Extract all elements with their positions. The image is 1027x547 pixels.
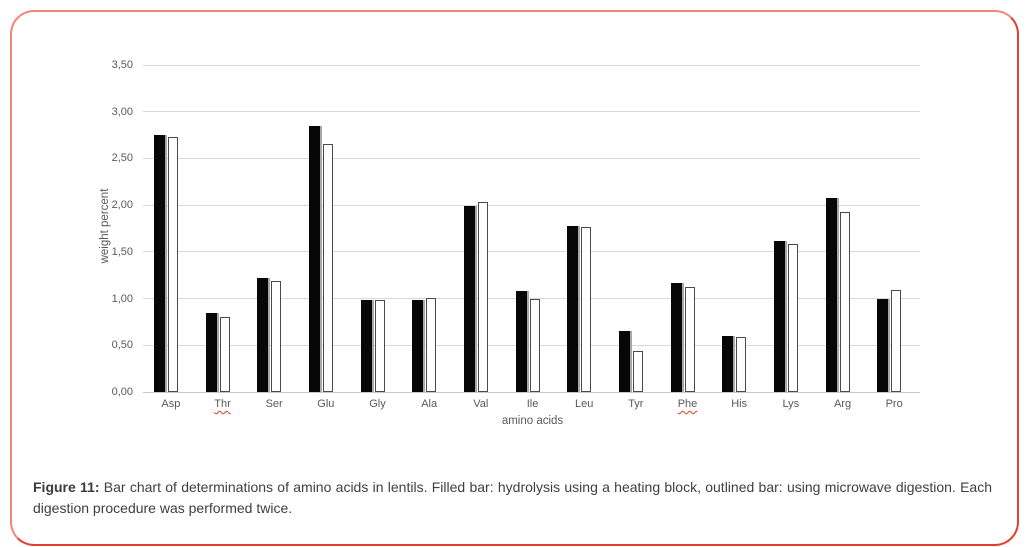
x-tick-glu: Glu [317,398,335,410]
gridline-3,00 [143,111,920,113]
x-tick-cell-leu: Leu [558,398,610,410]
bar-filled-glu [308,125,322,392]
x-tick-cell-pro: Pro [868,398,920,410]
bar-outlined-his [736,336,747,392]
bar-group-phe [670,282,695,392]
y-tick-3,50: 3,50 [111,59,133,71]
x-tick-cell-gly: Gly [352,398,404,410]
bar-group-val [463,202,488,392]
bar-group-pro [877,290,902,392]
x-tick-cell-ser: Ser [248,398,300,410]
bar-filled-arg [825,197,839,392]
bar-chart-plot-area [143,64,920,393]
x-tick-val: Val [473,398,489,410]
bar-group-his [722,335,747,392]
x-tick-cell-asp: Asp [145,398,197,410]
bar-filled-tyr [618,331,632,392]
bar-group-thr [205,312,230,392]
x-tick-cell-tyr: Tyr [610,398,662,410]
bar-outlined-arg [839,211,850,392]
bar-group-tyr [618,331,643,392]
gridline-1,00 [143,298,920,300]
bar-filled-ser [257,278,271,392]
x-axis-tick-labels: Asp Thr Ser Glu Gly Ala Val Ile Leu Tyr Phe His Lys A… [145,398,920,418]
bar-group-leu [567,225,592,392]
bar-filled-ile [515,291,529,392]
y-tick-2,50: 2,50 [111,152,133,165]
y-tick-2,00: 2,00 [111,199,133,212]
bar-outlined-ala [426,297,437,392]
x-axis-title: amino acids [501,415,564,427]
bar-outlined-val [477,202,488,392]
bar-outlined-phe [684,287,695,392]
y-tick-1,50: 1,50 [111,245,133,258]
figure-caption-text: Bar chart of determinations of amino aci… [33,479,992,516]
x-tick-gly: Gly [369,398,386,410]
x-tick-cell-his: His [713,398,765,410]
bar-group-arg [825,197,850,392]
y-tick-3,00: 3,00 [111,105,133,118]
y-tick-0,00: 0,00 [111,386,133,398]
y-axis-tick-labels: 0,00 0,50 1,00 1,50 2,00 2,50 3,00 3,50 [85,0,133,547]
bar-outlined-thr [219,317,230,392]
bar-filled-phe [670,282,684,392]
bar-filled-leu [567,225,581,392]
x-tick-cell-val: Val [455,398,507,410]
x-tick-ala: Ala [421,398,438,410]
x-tick-arg: Arg [833,398,852,410]
x-tick-lys: Lys [782,398,800,410]
x-tick-leu: Leu [574,398,594,410]
x-tick-ile: Ile [526,398,539,410]
x-tick-pro: Pro [885,398,903,410]
bar-group-gly [360,300,385,392]
bar-filled-pro [877,298,891,392]
bar-outlined-glu [322,144,333,392]
bar-filled-his [722,335,736,392]
y-tick-1,00: 1,00 [111,292,133,305]
bar-outlined-gly [374,300,385,392]
bar-group-ser [257,278,282,392]
bar-filled-asp [153,135,167,392]
bar-group-lys [773,240,798,392]
bar-outlined-asp [167,136,178,392]
gridline-2,00 [143,204,920,206]
x-tick-tyr: Tyr [628,398,644,410]
x-tick-cell-phe: Phe [662,398,714,410]
x-tick-cell-lys: Lys [765,398,817,410]
x-tick-cell-arg: Arg [817,398,869,410]
bar-group-asp [153,135,178,392]
figure-caption: Figure 11: Bar chart of determinations o… [33,477,992,519]
bar-outlined-lys [787,244,798,392]
gridline-0,00 [143,391,920,393]
bar-outlined-ile [529,299,540,392]
gridline-2,50 [143,157,920,159]
bar-filled-ala [412,300,426,392]
x-tick-cell-thr: Thr [197,398,249,410]
gridline-3,50 [143,64,920,66]
x-tick-his: His [731,398,748,410]
bar-group-ala [412,297,437,392]
bar-outlined-pro [891,290,902,392]
x-tick-cell-ala: Ala [403,398,455,410]
x-tick-cell-ile: Ile [507,398,559,410]
bar-outlined-tyr [632,350,643,392]
bar-filled-thr [205,312,219,392]
gridline-1,50 [143,251,920,253]
y-tick-0,50: 0,50 [111,339,133,352]
x-tick-asp: Asp [161,398,181,410]
x-tick-ser: Ser [265,398,283,410]
bar-group-glu [308,125,333,392]
bar-filled-lys [773,240,787,392]
figure-caption-label: Figure 11: [33,479,100,495]
bar-outlined-leu [581,226,592,392]
x-tick-phe: Phe [677,398,698,410]
bar-filled-gly [360,300,374,392]
x-tick-cell-glu: Glu [300,398,352,410]
bar-filled-val [463,206,477,392]
bar-outlined-ser [271,280,282,392]
x-tick-thr: Thr [214,398,231,410]
bar-group-ile [515,291,540,392]
